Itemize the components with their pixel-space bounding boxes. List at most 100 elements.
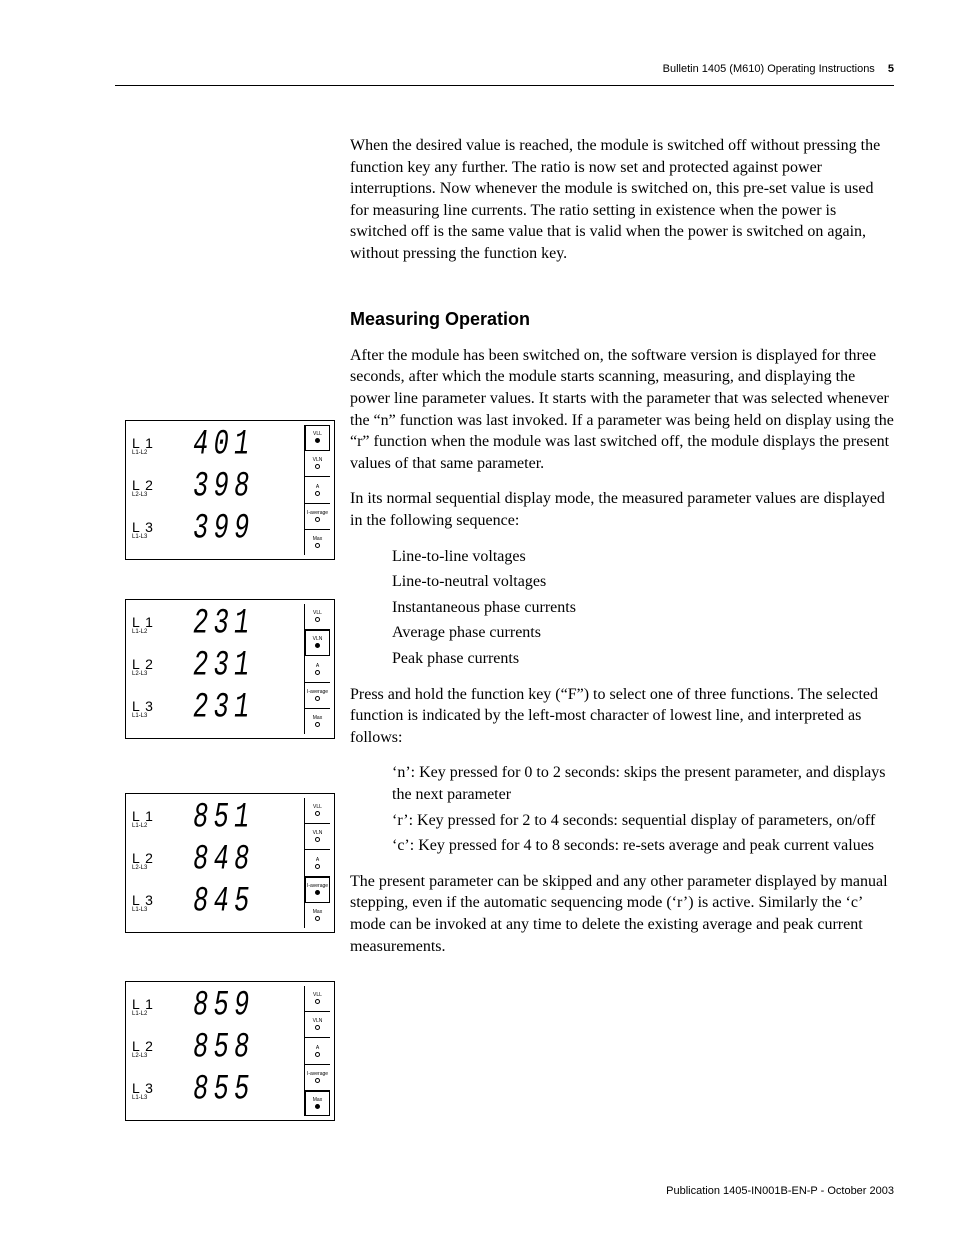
phase-label-big: L 2: [132, 851, 166, 865]
led-indicator: VLL: [305, 798, 330, 824]
led-column: VLL VLN A I-average Max: [304, 798, 330, 928]
led-dot: [315, 1052, 320, 1057]
led-column: VLLVLNAI-averageMax: [304, 986, 330, 1116]
seven-segment-value: 231: [173, 685, 255, 732]
led-label: Max: [313, 910, 322, 915]
phase-label-big: L 1: [132, 997, 166, 1011]
led-label: Max: [313, 537, 322, 542]
page-header: Bulletin 1405 (M610) Operating Instructi…: [663, 62, 894, 77]
led-indicator: A: [305, 477, 330, 503]
seven-segment-value: 401: [173, 422, 255, 469]
phase-label-small: L1-L3: [132, 534, 166, 540]
led-label: A: [316, 1046, 319, 1051]
led-label: VLN: [313, 831, 323, 836]
led-label: A: [316, 858, 319, 863]
paragraph-press-hold: Press and hold the function key (“F”) to…: [350, 684, 894, 749]
led-dot: [315, 916, 320, 921]
paragraph-sequence-intro: In its normal sequential display mode, t…: [350, 488, 894, 531]
led-dot: [315, 517, 320, 522]
led-indicator: Max: [305, 709, 330, 734]
list-item: ‘r’: Key pressed for 2 to 4 seconds: seq…: [392, 810, 894, 832]
led-indicator: VLN: [305, 630, 330, 656]
led-indicator: VLN: [305, 824, 330, 850]
list-item: Average phase currents: [392, 622, 894, 644]
led-indicator: A: [305, 850, 330, 876]
display-row: L 3L1-L3 399: [132, 509, 330, 551]
led-indicator: VLL: [305, 604, 330, 630]
phase-label: L 2L2-L3: [132, 478, 166, 498]
led-indicator: Max: [305, 530, 330, 555]
display-panel: L 1L1-L2 859L 2L2-L3 858L 3L1-L3 855VLLV…: [125, 981, 335, 1121]
phase-label-small: L1-L2: [132, 450, 166, 456]
phase-label: L 3L1-L3: [132, 699, 166, 719]
phase-label-big: L 2: [132, 478, 166, 492]
seven-segment-value: 845: [173, 879, 255, 926]
list-item: ‘n’: Key pressed for 0 to 2 seconds: ski…: [392, 762, 894, 805]
list-item: Instantaneous phase currents: [392, 597, 894, 619]
phase-label-small: L1-L3: [132, 907, 166, 913]
phase-label-big: L 1: [132, 615, 166, 629]
led-label: VLL: [313, 805, 322, 810]
sequence-list: Line-to-line voltages Line-to-neutral vo…: [392, 546, 894, 670]
led-dot: [315, 837, 320, 842]
seven-segment-value: 858: [173, 1025, 255, 1072]
footer-publication: Publication 1405-IN001B-EN-P - October 2…: [666, 1184, 894, 1199]
led-label: VLL: [313, 611, 322, 616]
phase-label: L 1L1-L2: [132, 809, 166, 829]
seven-segment-value: 398: [173, 464, 255, 511]
led-dot: [315, 543, 320, 548]
led-dot: [315, 1104, 320, 1109]
display-panel: L 1L1-L2 231L 2L2-L3 231L 3L1-L3 231VLLV…: [125, 599, 335, 739]
page-number: 5: [888, 63, 894, 75]
section-title: Measuring Operation: [350, 307, 894, 331]
led-column: VLL VLN A I-averageMax: [304, 604, 330, 734]
led-label: I-average: [307, 884, 328, 889]
led-indicator: VLN: [305, 451, 330, 477]
phase-label-big: L 3: [132, 520, 166, 534]
led-label: A: [316, 664, 319, 669]
led-label: I-average: [307, 1072, 328, 1077]
led-indicator: I-average: [305, 877, 330, 903]
paragraph-end: The present parameter can be skipped and…: [350, 871, 894, 957]
phase-label-big: L 1: [132, 809, 166, 823]
led-indicator: A: [305, 656, 330, 682]
led-dot: [315, 643, 320, 648]
display-row: L 1L1-L2 231: [132, 604, 330, 646]
phase-label-small: L1-L3: [132, 1095, 166, 1101]
phase-label: L 1L1-L2: [132, 436, 166, 456]
doc-title: Bulletin 1405 (M610) Operating Instructi…: [663, 63, 875, 75]
led-dot: [315, 1078, 320, 1083]
display-row: L 2L2-L3 398: [132, 467, 330, 509]
phase-label-small: L2-L3: [132, 492, 166, 498]
phase-label-small: L2-L3: [132, 1053, 166, 1059]
seven-segment-value: 231: [173, 643, 255, 690]
led-label: VLL: [313, 993, 322, 998]
list-item: Line-to-neutral voltages: [392, 571, 894, 593]
function-key-list: ‘n’: Key pressed for 0 to 2 seconds: ski…: [392, 762, 894, 856]
paragraph-after-title: After the module has been switched on, t…: [350, 345, 894, 475]
phase-label: L 2L2-L3: [132, 851, 166, 871]
phase-label-big: L 2: [132, 657, 166, 671]
led-indicator: VLL: [305, 986, 330, 1012]
phase-label-small: L1-L2: [132, 629, 166, 635]
seven-segment-value: 851: [173, 795, 255, 842]
seven-segment-value: 231: [173, 601, 255, 648]
led-indicator: VLL: [305, 425, 330, 451]
led-indicator: Max: [305, 903, 330, 928]
display-panel: L 1L1-L2 851L 2L2-L3 848L 3L1-L3 845VLLV…: [125, 793, 335, 933]
led-dot: [315, 696, 320, 701]
list-item: Line-to-line voltages: [392, 546, 894, 568]
display-row: L 2L2-L3 858: [132, 1028, 330, 1070]
phase-label-small: L1-L2: [132, 1011, 166, 1017]
led-label: A: [316, 485, 319, 490]
display-row: L 3L1-L3 855: [132, 1070, 330, 1112]
led-label: VLN: [313, 458, 323, 463]
display-row: L 1L1-L2 401: [132, 425, 330, 467]
seven-segment-value: 855: [173, 1067, 255, 1114]
led-column: VLLVLNAI-averageMax: [304, 425, 330, 555]
led-indicator: I-average: [305, 683, 330, 709]
display-row: L 3L1-L3 845: [132, 882, 330, 924]
led-dot: [315, 464, 320, 469]
led-dot: [315, 438, 320, 443]
led-dot: [315, 999, 320, 1004]
